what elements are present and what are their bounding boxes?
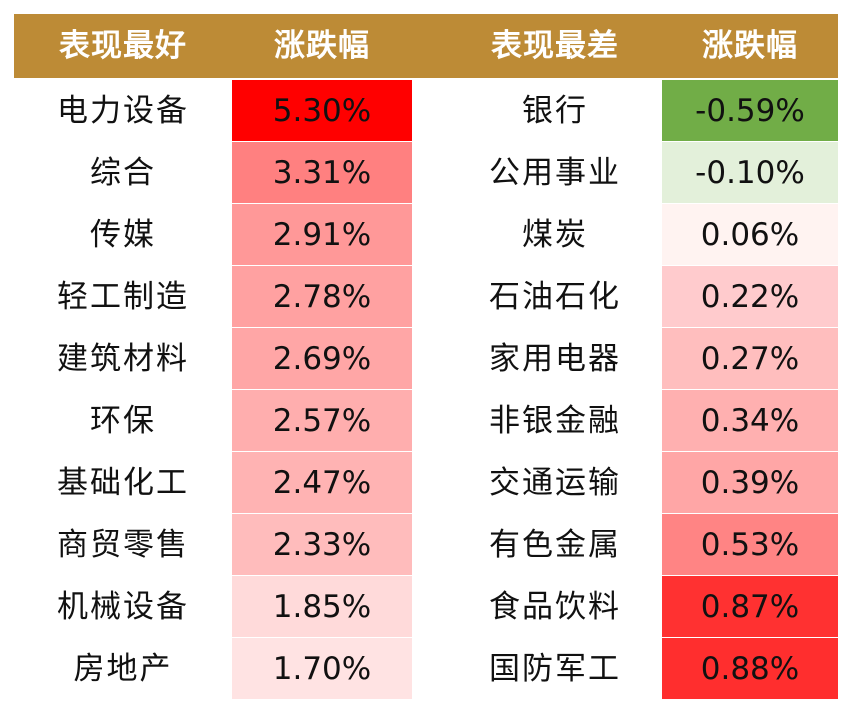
best-sector-name: 机械设备 <box>57 589 189 625</box>
best-sector-name: 综合 <box>90 155 156 191</box>
worst-sector-change: 0.27% <box>662 328 838 389</box>
worst-sector-name: 银行 <box>522 93 588 129</box>
best-sector-change: 2.78% <box>232 266 412 327</box>
worst-sector-change: 0.34% <box>662 390 838 451</box>
best-sector-change: 5.30% <box>232 80 412 141</box>
best-sector-name: 电力设备 <box>57 93 189 129</box>
best-sector-name: 传媒 <box>90 217 156 253</box>
best-sector-change: 2.91% <box>232 204 412 265</box>
best-sector-name: 环保 <box>90 403 156 439</box>
worst-sector-change: 0.39% <box>662 452 838 513</box>
worst-sector-change: -0.10% <box>662 142 838 203</box>
header-best-change: 涨跌幅 <box>274 28 370 64</box>
worst-sector-name: 石油石化 <box>489 279 621 315</box>
best-sector-name: 房地产 <box>73 651 173 687</box>
best-sector-change: 2.33% <box>232 514 412 575</box>
worst-sector-change: 0.87% <box>662 576 838 637</box>
worst-sector-name: 煤炭 <box>522 217 588 253</box>
worst-sector-change: -0.59% <box>662 80 838 141</box>
best-sector-name: 轻工制造 <box>57 279 189 315</box>
best-sector-change: 1.85% <box>232 576 412 637</box>
worst-sector-change: 0.06% <box>662 204 838 265</box>
worst-sector-change: 0.53% <box>662 514 838 575</box>
best-sector-change: 2.47% <box>232 452 412 513</box>
best-sector-name: 商贸零售 <box>57 527 189 563</box>
best-sector-change: 3.31% <box>232 142 412 203</box>
header-worst: 表现最差 <box>491 28 619 64</box>
worst-sector-change: 0.22% <box>662 266 838 327</box>
worst-sector-name: 家用电器 <box>489 341 621 377</box>
worst-sector-change: 0.88% <box>662 638 838 699</box>
best-sector-change: 1.70% <box>232 638 412 699</box>
best-sector-change: 2.69% <box>232 328 412 389</box>
best-sector-name: 建筑材料 <box>57 341 189 377</box>
header-worst-change: 涨跌幅 <box>702 28 798 64</box>
worst-sector-name: 交通运输 <box>489 465 621 501</box>
header-best: 表现最好 <box>59 28 187 64</box>
worst-sector-name: 非银金融 <box>489 403 621 439</box>
worst-sector-name: 有色金属 <box>489 527 621 563</box>
worst-sector-name: 食品饮料 <box>489 589 621 625</box>
worst-sector-name: 国防军工 <box>489 651 621 687</box>
worst-sector-name: 公用事业 <box>489 155 621 191</box>
table-header: 表现最好 涨跌幅 表现最差 涨跌幅 <box>14 14 838 78</box>
best-sector-change: 2.57% <box>232 390 412 451</box>
best-sector-name: 基础化工 <box>57 465 189 501</box>
